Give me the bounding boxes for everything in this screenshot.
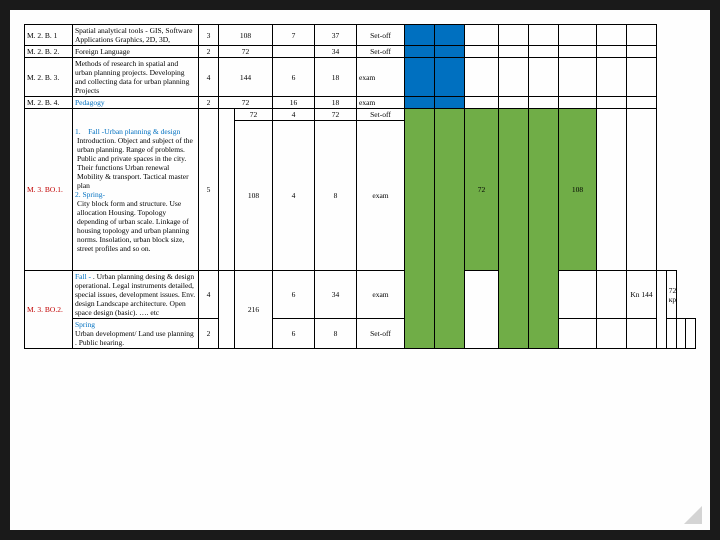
code-cell: M. 2. B. 1 — [25, 25, 73, 46]
code-cell: M. 3. ВО.1. — [25, 109, 73, 271]
num-cell: 37 — [315, 25, 357, 46]
spring-head: Spring — [75, 320, 196, 329]
kr-cell: 72 кр — [666, 271, 676, 319]
fall-body: Introduction. Object and subject of the … — [75, 136, 196, 190]
kind-cell: Set-off — [357, 109, 405, 121]
num-cell: 16 — [273, 97, 315, 109]
table-row: M. 3. ВО.2. Fall - . Urban planning desi… — [25, 271, 696, 319]
kind-cell: Set-off — [357, 46, 405, 58]
num-cell: 72 — [315, 109, 357, 121]
fall-head: Fall - — [75, 272, 91, 281]
num-cell: 6 — [273, 319, 315, 349]
desc-cell: Spatial analytical tools - GIS, Software… — [73, 25, 199, 46]
blue-cell — [405, 46, 435, 58]
blue-cell — [435, 46, 465, 58]
blue-cell — [435, 25, 465, 46]
spring-head: 2. Spring- — [75, 190, 196, 199]
desc-cell: Fall - . Urban planning desing & design … — [73, 271, 199, 319]
fall-body: Urban planning desing & design operation… — [75, 272, 195, 317]
table-row: M. 2. B. 4. Pedagogy 2 72 16 18 exam — [25, 97, 696, 109]
page-corner-icon — [684, 506, 702, 524]
num-cell: 6 — [273, 58, 315, 97]
num-cell: 34 — [315, 46, 357, 58]
table-row: M. 3. ВО.1. 1. Fall -Urban planning & de… — [25, 109, 696, 121]
spring-body: City block form and structure. Use alloc… — [75, 199, 196, 253]
num-cell: 2 — [199, 97, 219, 109]
blue-cell — [405, 25, 435, 46]
desc-cell: Spring Urban development/ Land use plann… — [73, 319, 199, 349]
num-cell: 2 — [199, 46, 219, 58]
num-cell: 4 — [273, 121, 315, 271]
kind-cell: Set-off — [357, 25, 405, 46]
desc-cell: Pedagogy — [73, 97, 199, 109]
curriculum-table: M. 2. B. 1 Spatial analytical tools - GI… — [24, 24, 696, 349]
desc-cell: 1. Fall -Urban planning & design Introdu… — [73, 109, 199, 271]
code-cell: M. 3. ВО.2. — [25, 271, 73, 349]
green-cell — [405, 109, 435, 349]
green-cell — [529, 109, 559, 349]
table-row: M. 2. B. 2. Foreign Language 2 72 34 Set… — [25, 46, 696, 58]
code-cell: M. 2. B. 2. — [25, 46, 73, 58]
num-cell: 144 — [219, 58, 273, 97]
spring-body: Urban development/ Land use planning . P… — [75, 329, 196, 347]
num-cell — [273, 46, 315, 58]
green-cell: 108 — [559, 109, 597, 271]
num-cell: 5 — [199, 109, 219, 271]
table-row: Spring Urban development/ Land use plann… — [25, 319, 696, 349]
num-cell: 2 — [199, 319, 219, 349]
kn-cell: Kn 144 — [627, 271, 657, 319]
kind-cell: exam — [357, 97, 405, 109]
fall-head: Fall -Urban planning & design — [88, 127, 180, 136]
code-cell: M. 2. B. 3. — [25, 58, 73, 97]
num-cell: 34 — [315, 271, 357, 319]
kind-cell: Set-off — [357, 319, 405, 349]
num-cell: 4 — [273, 109, 315, 121]
num-cell: 3 — [199, 25, 219, 46]
green-cell — [499, 109, 529, 349]
num-cell: 6 — [273, 271, 315, 319]
blue-cell — [435, 97, 465, 109]
table-row: M. 2. B. 1 Spatial analytical tools - GI… — [25, 25, 696, 46]
list-num: 1. — [75, 127, 88, 136]
num-cell: 72 — [219, 97, 273, 109]
num-cell: 8 — [315, 319, 357, 349]
kind-cell: exam — [357, 58, 405, 97]
green-cell — [435, 109, 465, 349]
table-row: M. 2. B. 3. Methods of research in spati… — [25, 58, 696, 97]
green-cell: 72 — [465, 109, 499, 271]
blue-cell — [405, 58, 435, 97]
num-cell: 72 — [219, 46, 273, 58]
code-cell: M. 2. B. 4. — [25, 97, 73, 109]
kind-cell: exam — [357, 271, 405, 319]
num-cell: 4 — [199, 271, 219, 319]
num-cell: 72 — [235, 109, 273, 121]
num-cell: 108 — [235, 121, 273, 271]
desc-cell: Foreign Language — [73, 46, 199, 58]
kind-cell: exam — [357, 121, 405, 271]
desc-cell: Methods of research in spatial and urban… — [73, 58, 199, 97]
blue-cell — [405, 97, 435, 109]
num-cell: 216 — [235, 271, 273, 349]
num-cell: 18 — [315, 97, 357, 109]
num-cell: 7 — [273, 25, 315, 46]
num-cell: 8 — [315, 121, 357, 271]
num-cell: 18 — [315, 58, 357, 97]
num-cell: 4 — [199, 58, 219, 97]
list-num: 2. — [75, 190, 83, 199]
num-cell: 108 — [219, 25, 273, 46]
blue-cell — [435, 58, 465, 97]
